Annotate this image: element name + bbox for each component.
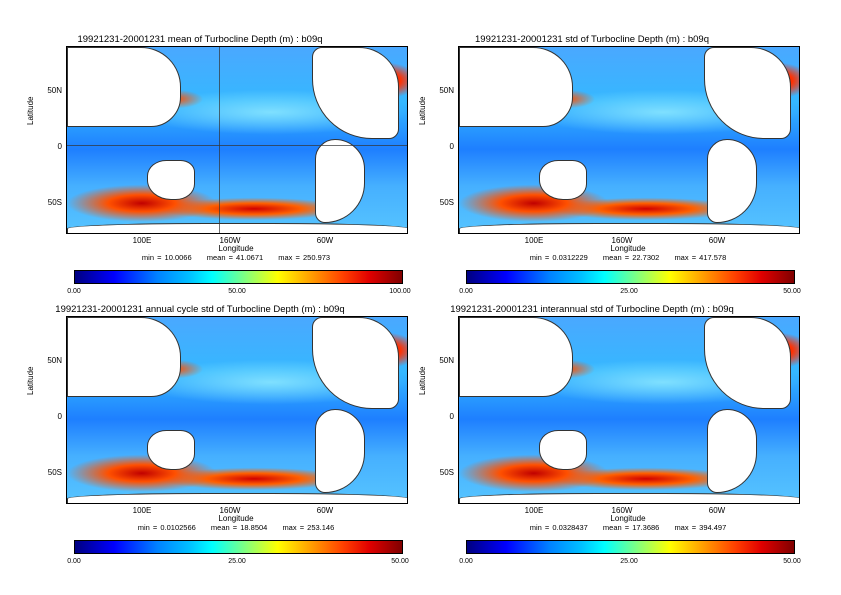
map-plot [458,46,800,234]
gridline-equator [67,145,407,146]
x-tick: 160W [219,506,241,515]
panel-title: 19921231-20001231 std of Turbocline Dept… [475,34,709,45]
colorbar [74,540,403,554]
y-axis-label: Latitude [26,96,35,125]
y-tick: 50S [47,198,62,207]
x-tick: 100E [132,236,152,245]
colorbar-tick-mid: 50.00 [228,288,246,295]
y-tick: 0 [57,142,62,151]
y-tick: 50S [439,198,454,207]
x-tick: 160W [611,506,633,515]
land-asia [67,47,181,127]
x-tick: 160W [611,236,633,245]
panel-title: 19921231-20001231 interannual std of Tur… [450,304,734,315]
x-tick: 100E [524,506,544,515]
colorbar-tick-min: 0.00 [67,558,81,565]
y-axis-label: Latitude [418,96,427,125]
colorbar-tick-max: 100.00 [389,288,411,295]
stat-max: max = 394.497 [674,523,727,532]
stats-line: min = 10.0066 mean = 41.0671 max = 250.9… [0,253,472,262]
stats-line: min = 0.0312229 mean = 22.7302 max = 417… [392,253,841,262]
x-axis-label: Longitude [218,514,254,523]
land-north-america [312,47,399,139]
colorbar-tick-mid: 25.00 [620,558,638,565]
colorbar-tick-mid: 25.00 [228,558,246,565]
x-tick: 100E [132,506,152,515]
stat-min: min = 0.0312229 [529,253,588,262]
stats-line: min = 0.0102566 mean = 18.8504 max = 253… [0,523,472,532]
map-panel-annual-cycle-std: 19921231-20001231 annual cycle std of Tu… [0,270,409,565]
panel-title: 19921231-20001231 annual cycle std of Tu… [55,304,345,315]
land-asia [459,47,573,127]
y-tick: 50S [47,468,62,477]
x-tick: 60W [316,236,334,245]
land-north-america [312,317,399,409]
y-tick: 50N [439,86,454,95]
map-panel-std: 19921231-20001231 std of Turbocline Dept… [392,0,801,295]
colorbar-tick-max: 50.00 [783,288,801,295]
stat-max: max = 253.146 [282,523,335,532]
y-tick: 50N [47,86,62,95]
land-australia [539,430,587,470]
x-axis-label: Longitude [218,244,254,253]
land-asia [459,317,573,397]
colorbar-tick-min: 0.00 [67,288,81,295]
colorbar-tick-max: 50.00 [391,558,409,565]
map-plot [66,46,408,234]
land-australia [147,160,195,200]
map-panel-mean: 19921231-20001231 mean of Turbocline Dep… [0,0,411,295]
colorbar [466,540,795,554]
y-axis-label: Latitude [26,366,35,395]
colorbar [74,270,403,284]
x-tick: 60W [708,236,726,245]
land-australia [147,430,195,470]
land-north-america [704,47,791,139]
land-north-america [704,317,791,409]
land-antarctica [459,493,799,503]
land-south-america [707,139,757,223]
x-axis-label: Longitude [610,514,646,523]
land-antarctica [459,223,799,233]
stat-min: min = 0.0328437 [529,523,588,532]
stat-max: max = 250.973 [278,253,331,262]
gridline-meridian [219,47,220,233]
colorbar-tick-min: 0.00 [459,288,473,295]
x-tick: 60W [316,506,334,515]
land-antarctica [67,493,407,503]
panel-title: 19921231-20001231 mean of Turbocline Dep… [77,34,323,45]
land-asia [67,317,181,397]
stat-mean: mean = 18.8504 [210,523,268,532]
land-south-america [707,409,757,493]
x-axis-label: Longitude [610,244,646,253]
y-tick: 50S [439,468,454,477]
colorbar-tick-mid: 25.00 [620,288,638,295]
y-tick: 50N [47,356,62,365]
map-plot [66,316,408,504]
y-tick: 0 [449,412,454,421]
y-tick: 0 [57,412,62,421]
stat-mean: mean = 17.3686 [602,523,660,532]
colorbar-tick-max: 50.00 [783,558,801,565]
x-tick: 160W [219,236,241,245]
x-tick: 60W [708,506,726,515]
land-south-america [315,139,365,223]
map-plot [458,316,800,504]
colorbar-tick-min: 0.00 [459,558,473,565]
y-axis-label: Latitude [418,366,427,395]
stat-min: min = 0.0102566 [137,523,196,532]
stat-min: min = 10.0066 [141,253,192,262]
x-tick: 100E [524,236,544,245]
stat-max: max = 417.578 [674,253,727,262]
land-australia [539,160,587,200]
y-tick: 50N [439,356,454,365]
stats-line: min = 0.0328437 mean = 17.3686 max = 394… [392,523,841,532]
y-tick: 0 [449,142,454,151]
colorbar [466,270,795,284]
stat-mean: mean = 22.7302 [602,253,660,262]
land-south-america [315,409,365,493]
land-antarctica [67,223,407,233]
map-panel-interannual-std: 19921231-20001231 interannual std of Tur… [392,270,801,565]
stat-mean: mean = 41.0671 [206,253,264,262]
